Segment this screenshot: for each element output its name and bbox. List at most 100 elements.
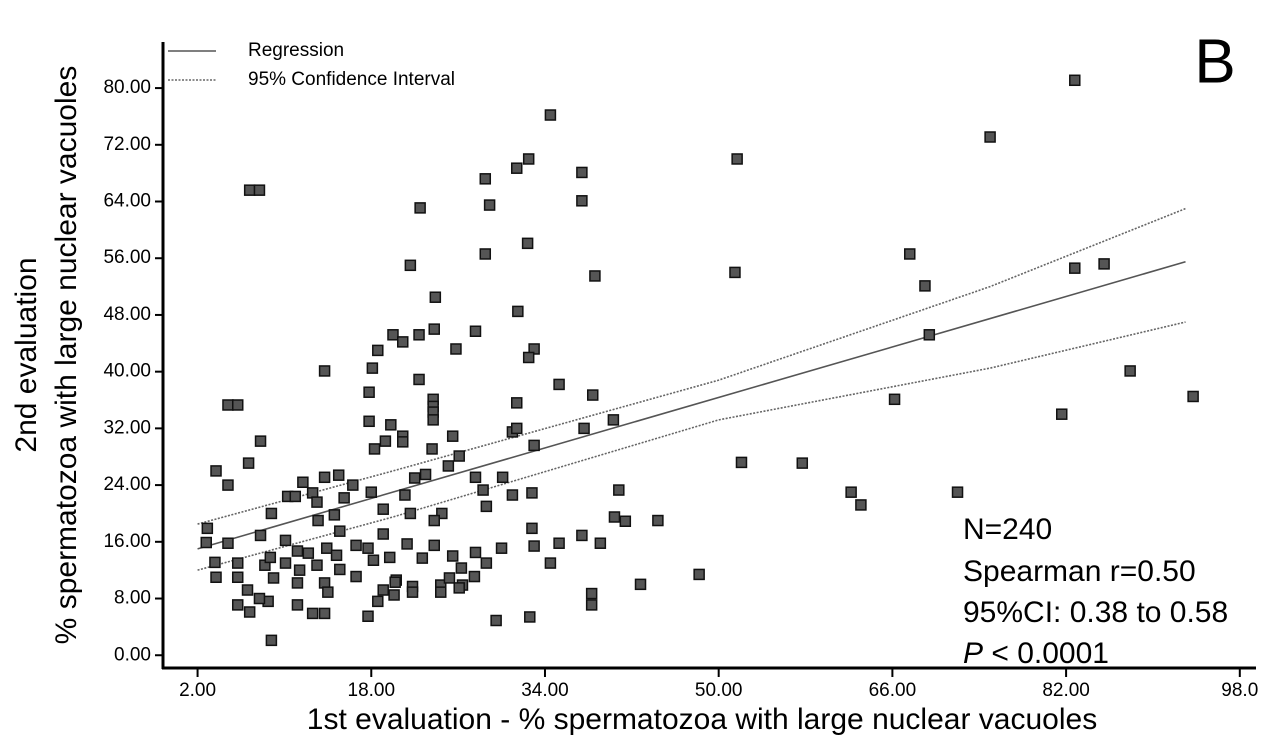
point (521, 237, 534, 250)
x-tick-label: 2.00 (179, 680, 216, 701)
point (387, 329, 399, 341)
x-tick-label: 34.00 (521, 680, 569, 701)
legend-label: 95% Confidence Interval (248, 69, 455, 90)
point (1187, 390, 1199, 403)
point (254, 529, 267, 542)
point (243, 606, 256, 618)
point (693, 568, 705, 581)
point (291, 599, 304, 611)
point (363, 386, 375, 398)
point (984, 131, 996, 143)
point (302, 547, 315, 559)
point (242, 457, 255, 469)
point (731, 153, 743, 165)
point (608, 511, 621, 523)
point (427, 414, 439, 426)
point (469, 471, 482, 484)
point (200, 536, 213, 549)
x-tick-label: 82.00 (1042, 680, 1090, 701)
p-text: < 0.0001 (983, 637, 1109, 670)
point (241, 584, 254, 596)
point (291, 577, 304, 589)
point (414, 202, 426, 214)
y-tick-label: 32.00 (103, 417, 151, 438)
point (469, 546, 482, 559)
x-tick-label: 66.00 (869, 680, 917, 701)
point (888, 393, 901, 406)
point (253, 592, 266, 605)
point (383, 551, 396, 564)
point (495, 542, 508, 554)
point (619, 515, 632, 527)
point (1124, 365, 1136, 377)
ci-lower (197, 321, 1186, 571)
point (243, 184, 256, 196)
p-symbol: P (963, 637, 983, 670)
point (265, 507, 278, 520)
point (576, 195, 588, 207)
point (366, 362, 379, 374)
point (1069, 74, 1081, 87)
point (397, 336, 409, 348)
x-axis-title: 1st evaluation - % spermatozoa with larg… (307, 703, 1097, 736)
point (589, 270, 601, 282)
point (553, 537, 565, 549)
point (388, 589, 400, 601)
y-axis-title: 2nd evaluation (10, 257, 43, 452)
point (254, 435, 267, 447)
point (367, 554, 380, 566)
point (368, 443, 381, 455)
point (419, 468, 432, 481)
point (210, 465, 222, 477)
point (253, 184, 266, 196)
point (338, 492, 350, 504)
x-tick-label: 98.0 (1221, 680, 1258, 701)
point (328, 509, 341, 521)
point (585, 587, 598, 600)
y-tick-label: 16.00 (103, 531, 151, 552)
point (490, 614, 502, 627)
point (312, 514, 324, 527)
point (453, 582, 465, 594)
point (318, 471, 331, 484)
point (330, 549, 343, 562)
point (332, 469, 345, 481)
point (222, 399, 234, 411)
point (401, 538, 413, 550)
point (468, 570, 481, 583)
point (607, 414, 620, 426)
regression-line (197, 261, 1186, 550)
x-tick-label: 18.00 (348, 680, 396, 701)
point (477, 484, 489, 496)
point (318, 365, 331, 377)
point (377, 528, 389, 540)
point (1056, 408, 1068, 420)
point (586, 389, 599, 401)
point (231, 399, 244, 411)
point (512, 305, 524, 318)
point (372, 344, 384, 357)
point (365, 486, 378, 498)
y-tick-label: 80.00 (103, 77, 151, 98)
y-tick-label: 24.00 (103, 474, 151, 495)
point (291, 545, 304, 557)
point (297, 476, 309, 489)
point (919, 280, 931, 292)
point (399, 489, 411, 501)
point (222, 537, 234, 549)
point (446, 550, 459, 562)
point (404, 259, 417, 272)
ci-upper (197, 207, 1186, 525)
point (377, 503, 389, 515)
point (480, 500, 493, 513)
p-value: P < 0.0001 (963, 637, 1109, 670)
point (522, 351, 535, 364)
point (428, 323, 440, 335)
point (231, 557, 244, 569)
point (453, 450, 465, 462)
point (729, 266, 741, 279)
point (311, 496, 323, 508)
point (544, 557, 557, 569)
point (469, 325, 482, 338)
